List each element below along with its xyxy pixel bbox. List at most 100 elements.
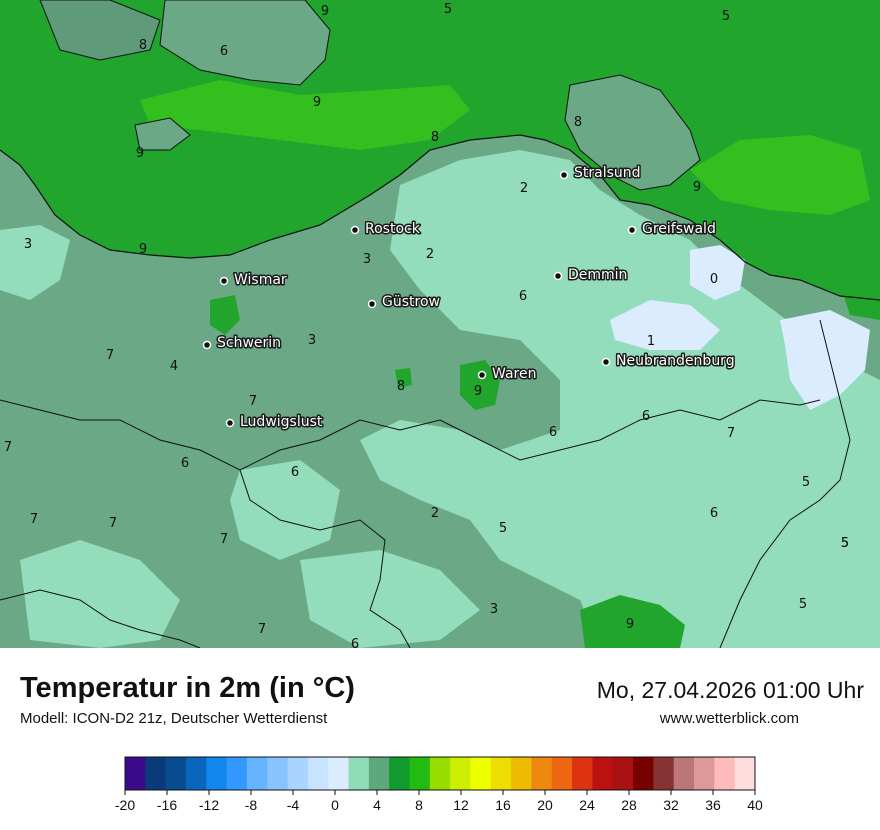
temperature-value-label: 8 <box>139 38 147 53</box>
inland-cool-area <box>230 460 340 560</box>
legend-swatch <box>470 757 492 790</box>
temperature-value-label: 7 <box>4 440 12 455</box>
sea-warm-patch <box>140 80 470 150</box>
temperature-value-label: 1 <box>647 334 655 349</box>
legend-swatch <box>490 757 512 790</box>
state-border <box>239 469 411 648</box>
legend-swatch <box>653 757 675 790</box>
legend-swatch <box>511 757 532 790</box>
temperature-value-label: 5 <box>499 521 507 536</box>
temperature-value-label: 5 <box>841 536 849 551</box>
inland-cool-area <box>20 540 180 648</box>
legend-swatch <box>185 757 207 790</box>
temperature-value-label: 5 <box>841 536 849 551</box>
island <box>159 0 331 86</box>
legend-swatch <box>206 757 228 790</box>
map-title: Temperatur in 2m (in °C) <box>20 672 355 704</box>
temperature-value-label: 0 <box>710 272 718 287</box>
temperature-value-label: 6 <box>519 289 527 304</box>
city-label: Wismar <box>234 272 287 288</box>
city-marker-guestrow: Güstrow <box>367 293 441 312</box>
legend-swatch <box>246 757 268 790</box>
legend-tick-label: -20 <box>115 797 135 813</box>
legend-swatch <box>429 757 451 790</box>
legend-tick-label: -8 <box>245 797 258 813</box>
sea-warm-patch <box>690 135 870 215</box>
temperature-value-label: 3 <box>308 333 316 348</box>
legend-tick-label: 36 <box>705 797 721 813</box>
temperature-value-label: 6 <box>642 409 650 424</box>
temperature-value-label: 8 <box>397 379 405 394</box>
temperature-value-label: 7 <box>220 532 228 547</box>
legend-tick-label: 24 <box>579 797 595 813</box>
temperature-value-label: 5 <box>444 2 452 17</box>
legend-tick-label: 12 <box>453 797 469 813</box>
legend-tick-label: 20 <box>537 797 553 813</box>
legend-tick-label: -16 <box>157 797 177 813</box>
inland-cool-area <box>360 150 880 648</box>
temperature-value-label: 5 <box>722 9 730 24</box>
temperature-value-label: 7 <box>30 512 38 527</box>
city-marker-rostock: Rostock <box>350 220 422 239</box>
temperature-value-label: 6 <box>291 465 299 480</box>
warm-patch <box>840 280 880 320</box>
legend-swatch <box>592 757 614 790</box>
legend-ticks: -20 -16 -12 -8 -4 0 4 8 12 16 20 24 28 32 36 40 <box>115 790 763 813</box>
temperature-value-label: 2 <box>431 506 439 521</box>
inland-cool-area <box>0 225 70 300</box>
island <box>564 74 701 191</box>
legend-tick-label: -4 <box>287 797 300 813</box>
legend-swatch <box>531 757 553 790</box>
legend-swatch <box>389 757 411 790</box>
city-marker-demmin: Demmin <box>553 266 629 285</box>
model-info: Modell: ICON-D2 21z, Deutscher Wetterdie… <box>20 710 328 727</box>
legend-swatch <box>734 757 756 790</box>
temperature-value-label: 6 <box>549 425 557 440</box>
legend-tick-label: 16 <box>495 797 511 813</box>
temperature-value-label: 2 <box>426 247 434 262</box>
temperature-value-label: 5 <box>799 597 807 612</box>
temperature-value-label: 8 <box>574 115 582 130</box>
legend-tick-label: 4 <box>373 797 381 813</box>
state-border <box>0 399 821 471</box>
legend-swatch <box>267 757 289 790</box>
legend-swatch <box>551 757 573 790</box>
legend-tick-label: 0 <box>331 797 339 813</box>
city-label: Demmin <box>568 267 627 283</box>
city-label: Waren <box>492 366 536 382</box>
temperature-value-label: 6 <box>220 44 228 59</box>
city-label: Ludwigslust <box>240 414 323 430</box>
temperature-value-label: 7 <box>106 348 114 363</box>
temperature-value-label: 9 <box>313 95 321 110</box>
legend-swatch <box>572 757 593 790</box>
legend-tick-label: 28 <box>621 797 637 813</box>
legend-swatch <box>673 757 695 790</box>
city-label: Greifswald <box>642 221 716 237</box>
temperature-value-label: 6 <box>710 506 718 521</box>
legend-tick-label: 40 <box>747 797 763 813</box>
website-link[interactable]: www.wetterblick.com <box>659 710 799 727</box>
warm-patch <box>395 368 412 388</box>
temperature-value-label: 9 <box>474 384 482 399</box>
cold-patch <box>610 300 720 350</box>
legend-tick-label: 8 <box>415 797 423 813</box>
city-label: Neubrandenburg <box>616 353 735 369</box>
legend-swatch <box>165 757 187 790</box>
cold-patch <box>690 245 745 300</box>
temperature-value-label: 3 <box>24 237 32 252</box>
state-border <box>0 589 201 648</box>
island <box>39 0 161 61</box>
temperature-value-label: 4 <box>170 359 178 374</box>
temperature-value-label: 2 <box>520 181 528 196</box>
city-label: Güstrow <box>382 294 440 310</box>
legend-swatch <box>145 757 167 790</box>
temperature-value-label: 6 <box>181 456 189 471</box>
city-marker-greifswald: Greifswald <box>627 220 717 239</box>
temperature-value-label: 5 <box>802 475 810 490</box>
warm-patch <box>460 360 500 410</box>
coastline <box>0 134 880 301</box>
legend-swatch <box>694 757 715 790</box>
city-marker-waren: Waren <box>477 365 538 384</box>
legend-swatch <box>409 757 431 790</box>
temperature-value-label: 8 <box>431 130 439 145</box>
